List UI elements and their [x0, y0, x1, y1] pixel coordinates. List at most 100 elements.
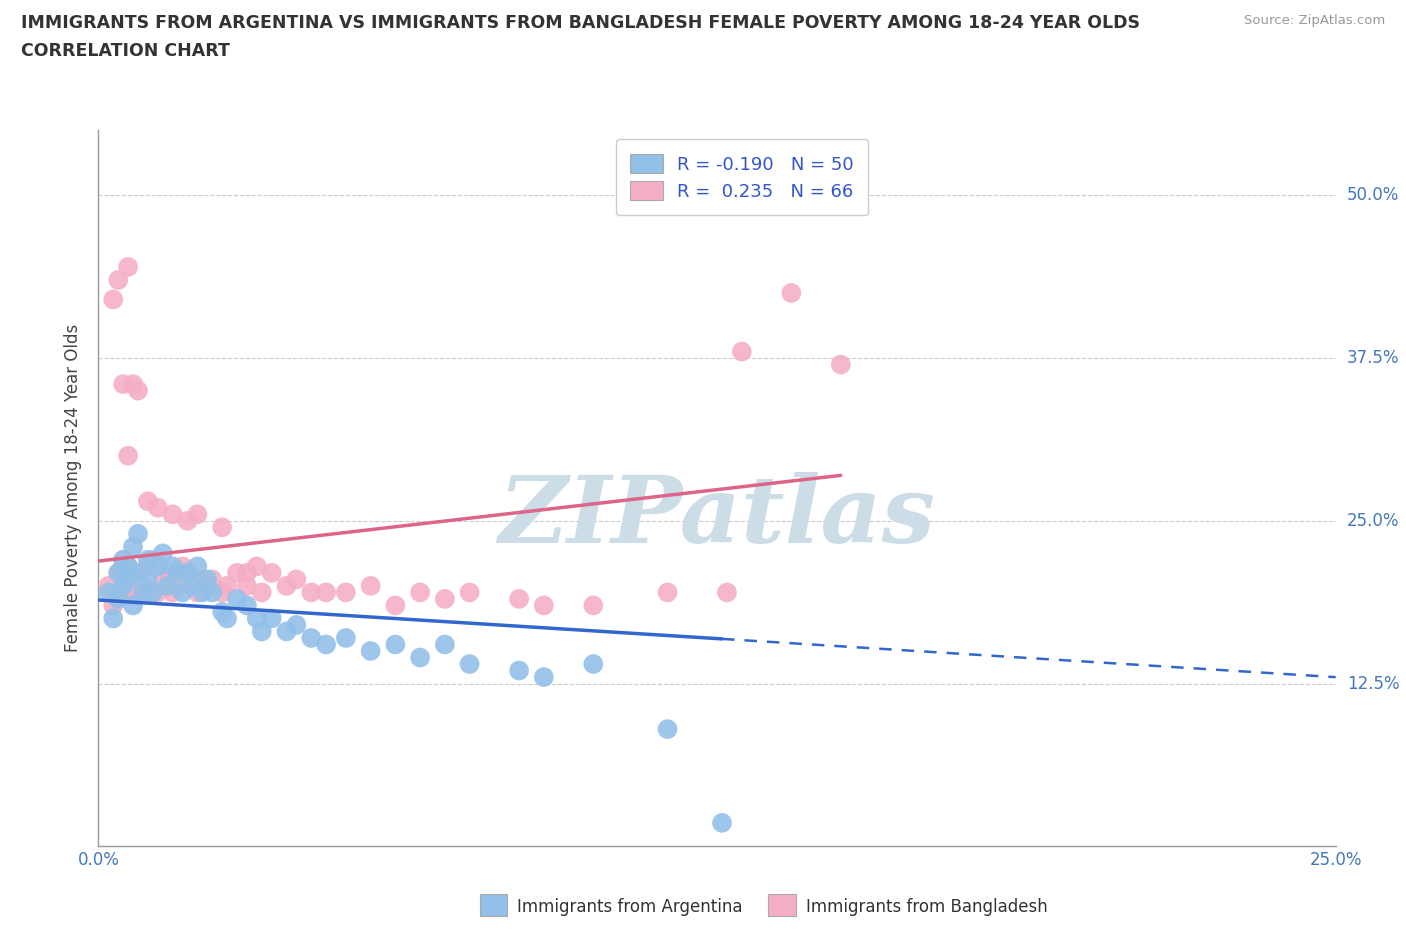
Point [107, 565, 129, 580]
Point [156, 578, 179, 593]
Point [97, 585, 120, 600]
Point [582, 598, 605, 613]
Point [246, 611, 269, 626]
Point [181, 578, 204, 593]
Text: 50.0%: 50.0% [1347, 186, 1399, 205]
Point [117, 585, 139, 600]
Point [211, 585, 233, 600]
Point [335, 585, 357, 600]
Point [97, 578, 120, 593]
Text: 25.0%: 25.0% [1347, 512, 1399, 530]
Point [508, 591, 530, 606]
Point [384, 598, 406, 613]
Point [458, 657, 481, 671]
Point [711, 816, 734, 830]
Text: Immigrants from Argentina: Immigrants from Argentina [517, 897, 742, 916]
Point [315, 637, 337, 652]
Point [285, 572, 308, 587]
Point [112, 572, 135, 587]
Point [122, 572, 145, 587]
Point [285, 618, 308, 632]
Point [132, 585, 155, 600]
Point [191, 572, 214, 587]
Point [117, 572, 139, 587]
Point [181, 572, 204, 587]
Point [122, 585, 145, 600]
Point [176, 565, 198, 580]
Point [103, 611, 125, 626]
Point [176, 565, 198, 580]
Point [136, 572, 159, 587]
Point [236, 578, 259, 593]
Point [103, 292, 125, 307]
Point [176, 513, 198, 528]
Point [433, 637, 456, 652]
Point [830, 357, 852, 372]
Point [211, 604, 233, 619]
Point [117, 259, 139, 274]
Text: 37.5%: 37.5% [1347, 349, 1399, 367]
Point [136, 494, 159, 509]
FancyBboxPatch shape [768, 894, 796, 916]
Point [136, 552, 159, 567]
Point [217, 611, 239, 626]
Point [211, 520, 233, 535]
Text: CORRELATION CHART: CORRELATION CHART [21, 42, 231, 60]
Point [136, 585, 159, 600]
Point [186, 507, 208, 522]
Point [152, 572, 174, 587]
Point [299, 631, 322, 645]
Point [533, 598, 555, 613]
Point [136, 559, 159, 574]
Point [236, 565, 259, 580]
Point [142, 585, 165, 600]
Point [166, 578, 188, 593]
Legend: R = -0.190   N = 50, R =  0.235   N = 66: R = -0.190 N = 50, R = 0.235 N = 66 [616, 140, 868, 215]
Point [127, 565, 149, 580]
Point [201, 585, 224, 600]
Point [246, 559, 269, 574]
Y-axis label: Female Poverty Among 18-24 Year Olds: Female Poverty Among 18-24 Year Olds [65, 325, 83, 652]
Point [107, 585, 129, 600]
Point [582, 657, 605, 671]
Point [533, 670, 555, 684]
Text: 12.5%: 12.5% [1347, 674, 1399, 693]
Point [195, 572, 218, 587]
Point [409, 650, 432, 665]
Point [731, 344, 754, 359]
Point [117, 448, 139, 463]
Point [201, 572, 224, 587]
Text: IMMIGRANTS FROM ARGENTINA VS IMMIGRANTS FROM BANGLADESH FEMALE POVERTY AMONG 18-: IMMIGRANTS FROM ARGENTINA VS IMMIGRANTS … [21, 14, 1140, 32]
Point [162, 559, 184, 574]
Point [384, 637, 406, 652]
Point [226, 591, 249, 606]
Point [132, 578, 155, 593]
Text: Immigrants from Bangladesh: Immigrants from Bangladesh [806, 897, 1047, 916]
Point [117, 559, 139, 574]
Point [186, 559, 208, 574]
Point [276, 624, 298, 639]
Point [146, 500, 169, 515]
Point [226, 565, 249, 580]
Point [152, 546, 174, 561]
Point [156, 565, 179, 580]
Point [122, 598, 145, 613]
Point [299, 585, 322, 600]
Point [172, 559, 194, 574]
Point [217, 578, 239, 593]
Point [236, 598, 259, 613]
Point [260, 611, 283, 626]
Point [166, 565, 188, 580]
Point [172, 585, 194, 600]
Point [508, 663, 530, 678]
FancyBboxPatch shape [479, 894, 508, 916]
Point [112, 377, 135, 392]
Point [250, 585, 273, 600]
Point [433, 591, 456, 606]
Point [657, 585, 679, 600]
Point [127, 526, 149, 541]
Point [112, 552, 135, 567]
Point [107, 591, 129, 606]
Point [107, 272, 129, 287]
Point [117, 559, 139, 574]
